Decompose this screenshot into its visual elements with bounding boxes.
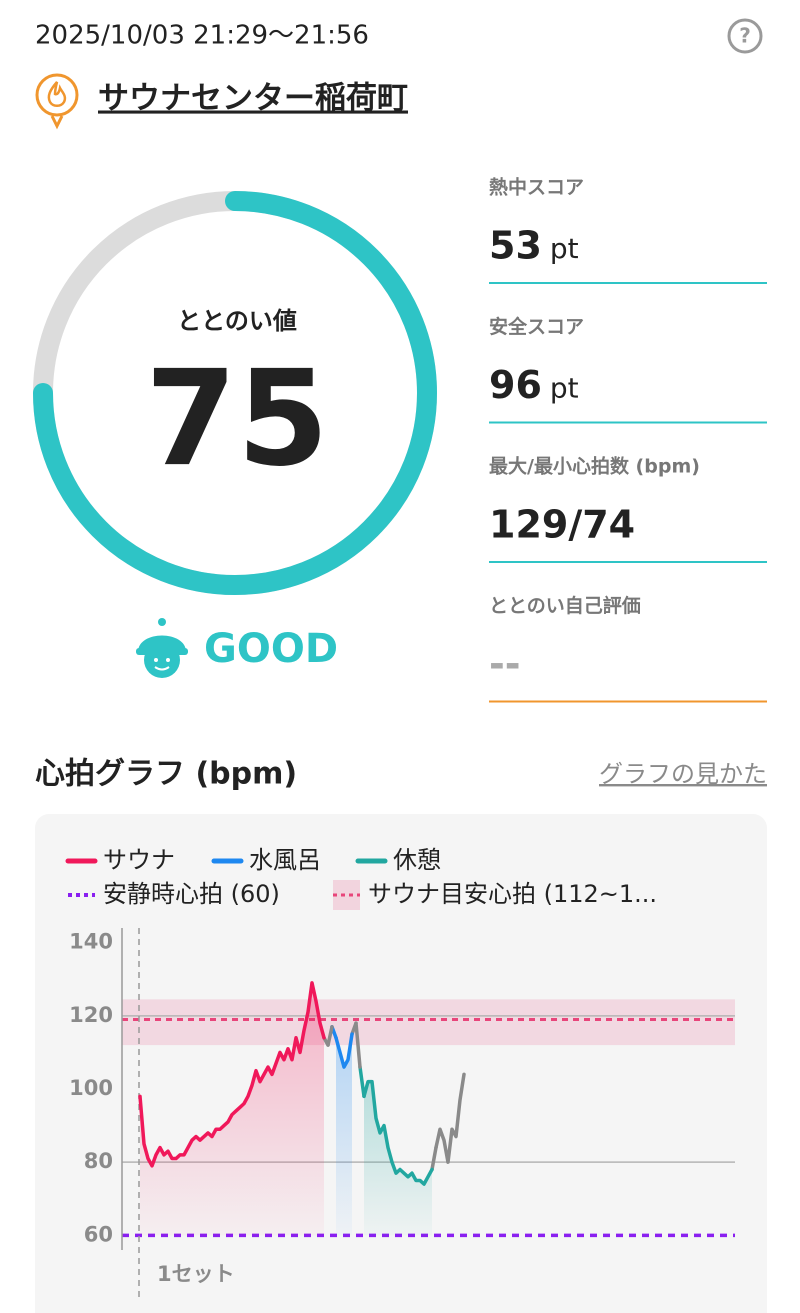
connector — [430, 1145, 438, 1172]
metric-value: -- — [489, 642, 521, 686]
facility-name[interactable]: サウナセンター稲荷町 — [98, 81, 408, 117]
legend-label: 安静時心拍 (60) — [103, 880, 280, 908]
section-title: 心拍グラフ (bpm) — [35, 757, 297, 792]
metric-label: 熱中スコア — [489, 176, 584, 199]
legend-swatch — [333, 880, 360, 910]
legend-label: 水風呂 — [249, 846, 321, 874]
legend-label: サウナ目安心拍 (112~1... — [368, 880, 657, 908]
legend-label: 休憩 — [393, 846, 441, 874]
connector — [358, 1065, 366, 1099]
area — [364, 1081, 432, 1236]
metric-value: 129/74 — [489, 503, 635, 547]
y-tick-label: 140 — [69, 930, 113, 954]
rating: GOOD — [204, 626, 338, 672]
y-tick-label: 120 — [69, 1003, 113, 1027]
area — [140, 982, 324, 1236]
set-label: 1セット — [157, 1262, 235, 1286]
help-button[interactable]: ? — [727, 18, 763, 54]
metric-value: 53 — [489, 224, 542, 268]
y-tick-label: 100 — [69, 1076, 113, 1100]
help-link[interactable]: グラフの見かた — [599, 760, 767, 788]
gauge — [33, 191, 437, 595]
metric-unit: pt — [550, 232, 579, 265]
metric-label: ととのい自己評価 — [489, 594, 641, 617]
facility-icon — [35, 73, 79, 130]
metric-label: 安全スコア — [489, 315, 584, 338]
svg-text:?: ? — [739, 24, 751, 48]
rating-icon — [136, 618, 188, 678]
datetime: 2025/10/03 21:29～21:56 — [35, 21, 369, 51]
target-zone — [122, 999, 735, 1046]
gauge-arc — [33, 191, 437, 595]
metric-label: 最大/最小心拍数 (bpm) — [489, 455, 700, 478]
y-tick-label: 60 — [84, 1222, 113, 1246]
metric-value: 96 — [489, 363, 542, 407]
series-line — [334, 1032, 354, 1069]
series-line — [362, 1079, 434, 1186]
metric-unit: pt — [550, 372, 579, 405]
series-line — [326, 1021, 466, 1164]
score-label: ととのい値 — [177, 307, 297, 335]
series-line — [138, 981, 326, 1168]
score-value: 75 — [145, 342, 329, 496]
legend-label: サウナ — [103, 846, 175, 874]
y-tick-label: 80 — [84, 1149, 113, 1173]
area — [336, 1034, 352, 1236]
